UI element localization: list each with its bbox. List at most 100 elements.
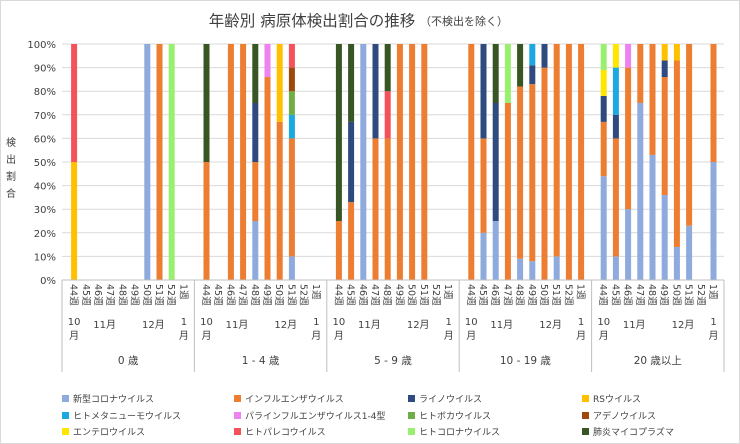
x-group-label: 20 歳以上 [634, 355, 682, 367]
bar-segment-entero [600, 69, 607, 96]
x-month-label: 10 [597, 317, 610, 328]
bar-segment-flu [541, 67, 548, 280]
bar-segment-rsv [673, 44, 680, 61]
x-month-label: 1 [710, 317, 716, 328]
x-group-label: 10 - 19 歳 [500, 355, 552, 367]
y-axis-label-char: 合 [6, 187, 16, 200]
bar-segment-flu [661, 77, 668, 196]
x-month-label: 11月 [358, 319, 381, 331]
bar-segment-flu [409, 44, 416, 280]
bar-segment-corona [168, 44, 175, 280]
chart-title: 年齢別 病原体検出割合の推移 [209, 12, 415, 30]
x-week-label: 49週 [526, 284, 538, 306]
bar-segment-flu [637, 44, 644, 103]
y-tick-label: 70% [34, 111, 56, 122]
x-week-label: 47週 [501, 284, 513, 306]
x-week-label: 52週 [165, 284, 177, 306]
x-week-label: 50週 [670, 284, 682, 306]
bar-segment-boca [288, 91, 295, 115]
x-month-label-suffix: 月 [179, 330, 189, 342]
y-axis-ticks: 0% 10% 20% 30% 40% 50% 60% 70% 80% 90% 100% [27, 40, 56, 287]
bar-segment-rhino [480, 44, 487, 139]
x-week-label: 44週 [332, 284, 344, 306]
x-week-label: 45週 [345, 284, 357, 306]
bar-segment-flu [565, 44, 572, 280]
bar-segment-covid [661, 195, 668, 280]
x-week-label: 51週 [550, 284, 562, 306]
legend-swatch-para [234, 412, 241, 419]
legend-label-boca: ヒトボカウイルス [419, 411, 491, 422]
bar-segment-rhino [348, 121, 355, 203]
x-month-label: 10 [68, 317, 81, 328]
bar-segment-corona [600, 44, 607, 70]
x-week-label: 47週 [237, 284, 249, 306]
bar-segment-flu [612, 138, 619, 257]
bar-segment-covid [252, 221, 259, 280]
x-week-label: 49週 [261, 284, 273, 306]
bar-segment-covid [612, 256, 619, 280]
bar-segment-flu [421, 44, 428, 280]
y-tick-label: 60% [34, 134, 56, 145]
x-month-label: 11月 [93, 319, 116, 331]
x-month-label-suffix: 月 [466, 330, 476, 342]
y-tick-label: 10% [34, 252, 56, 263]
x-month-label: 1 [181, 317, 187, 328]
x-month-label: 10 [200, 317, 213, 328]
bar-segment-myco [203, 44, 210, 162]
x-month-label-suffix: 月 [444, 330, 454, 342]
legend-swatch-parecho [234, 428, 241, 435]
x-week-label: 48週 [381, 284, 393, 306]
bar-segment-flu [288, 138, 295, 257]
bar-segment-rhino [612, 114, 619, 139]
x-week-label: 44週 [465, 284, 477, 306]
x-month-label: 10 [465, 317, 478, 328]
bar-segment-adeno [288, 67, 295, 92]
bar-segment-flu [384, 138, 391, 280]
x-week-label: 1週 [575, 284, 587, 300]
x-week-label: 44週 [200, 284, 212, 306]
bar-segment-rhino [541, 44, 548, 68]
y-tick-label: 80% [34, 87, 56, 98]
x-week-label: 1週 [310, 284, 322, 300]
x-week-label: 47週 [369, 284, 381, 306]
bar-segment-rhino [529, 65, 536, 85]
bar-segment-myco [384, 44, 391, 92]
x-week-label: 45週 [80, 284, 92, 306]
bar-segment-flu [396, 44, 403, 280]
legend-label-entero: エンテロウイルス [73, 427, 145, 438]
bar-segment-myco [492, 44, 499, 103]
x-week-label: 52週 [298, 284, 310, 306]
bar-segment-flu [600, 121, 607, 177]
x-week-label: 1週 [707, 284, 719, 300]
legend-label-hmpv: ヒトメタニューモウイルス [73, 411, 181, 422]
x-month-label: 1 [578, 317, 584, 328]
y-tick-label: 20% [34, 229, 56, 240]
bar-segment-covid [673, 246, 680, 280]
bar-segment-rhino [661, 60, 668, 78]
bar-segment-flu [240, 44, 247, 280]
x-group-label: 5 - 9 歳 [374, 355, 412, 367]
x-week-label: 51週 [418, 284, 430, 306]
x-week-label: 50週 [273, 284, 285, 306]
bar-segment-rhino [372, 44, 379, 139]
bar-segment-flu [252, 162, 259, 221]
bars [71, 44, 717, 280]
legend-swatch-boca [408, 412, 415, 419]
x-month-label-suffix: 月 [599, 330, 609, 342]
x-week-label: 52週 [430, 284, 442, 306]
x-week-label: 50週 [141, 284, 153, 306]
bar-segment-flu [517, 86, 524, 259]
bar-segment-entero [612, 44, 619, 68]
legend-label-covid: 新型コロナウイルス [73, 393, 154, 405]
bar-segment-myco [348, 44, 355, 122]
bar-segment-covid [625, 209, 632, 280]
x-week-label: 46週 [357, 284, 369, 306]
bar-segment-rhino [252, 103, 259, 162]
x-month-label: 12月 [672, 319, 695, 331]
bar-segment-covid [637, 103, 644, 280]
x-week-label: 50週 [538, 284, 550, 306]
x-month-label-suffix: 月 [576, 330, 586, 342]
legend-label-myco: 肺炎マイコプラズマ [593, 426, 674, 438]
x-week-label: 49週 [658, 284, 670, 306]
